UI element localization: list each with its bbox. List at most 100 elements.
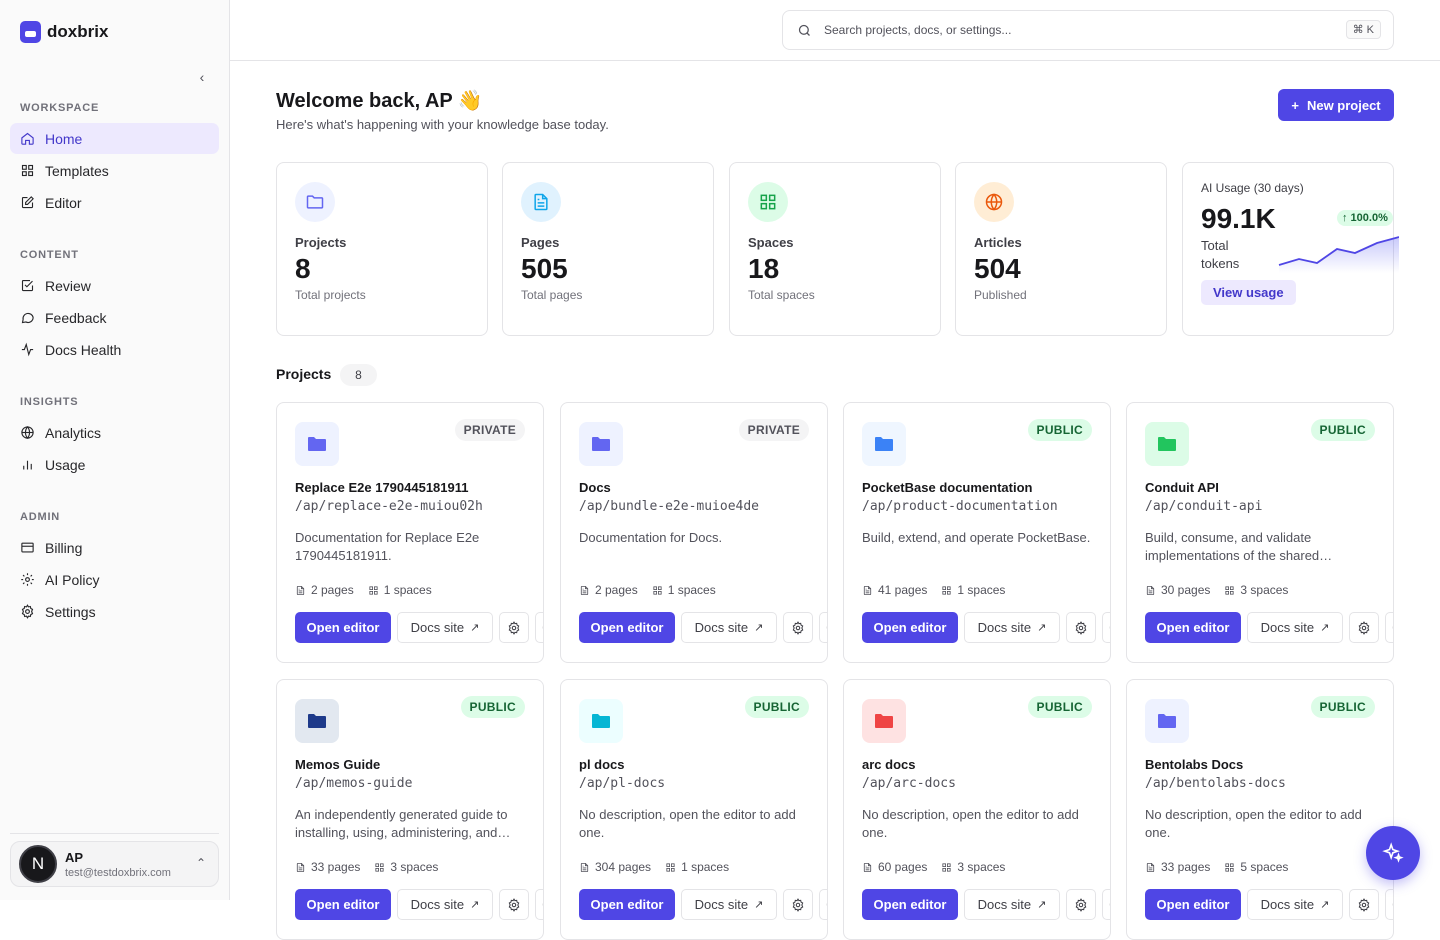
user-menu[interactable]: N AP test@testdoxbrix.com ⌃ [10,841,219,887]
project-name: Conduit API [1145,480,1219,495]
project-settings-button[interactable] [783,612,813,643]
page-count: 60 pages [878,860,928,874]
project-card[interactable]: PUBLIC Conduit API/ap/conduit-api Build, c… [1126,402,1394,663]
project-slug: /ap/product-documentation [862,499,1058,514]
sidebar-item-usage[interactable]: Usage [10,449,219,480]
logo-icon [20,21,41,43]
open-editor-button[interactable]: Open editor [579,889,675,920]
docs-site-button[interactable]: Docs site ↗ [397,889,493,920]
project-card[interactable]: PUBLIC Bentolabs Docs/ap/bentolabs-docs No… [1126,679,1394,940]
project-card[interactable]: PUBLIC arc docs/ap/arc-docs No description… [843,679,1111,940]
sidebar-item-home[interactable]: Home [10,123,219,154]
search-input[interactable] [824,23,1324,37]
activity-icon [20,342,35,357]
stat-value: 504 [974,253,1021,284]
project-card[interactable]: PUBLIC pl docs/ap/pl-docs No description, … [560,679,828,940]
grid-icon [653,585,662,595]
open-editor-button[interactable]: Open editor [862,612,958,643]
collapse-sidebar-icon[interactable]: ‹ [199,69,205,85]
new-project-button[interactable]: + New project [1278,89,1394,121]
project-settings-button[interactable] [1349,612,1379,643]
project-settings-button[interactable] [783,889,813,920]
project-card[interactable]: PUBLIC Memos Guide/ap/memos-guide An indep… [276,679,544,940]
sparkles-icon [1382,842,1404,863]
visibility-badge: PRIVATE [738,419,809,441]
project-meta: 41 pages 1 spaces [862,583,1005,597]
docs-site-button[interactable]: Docs site ↗ [964,612,1060,643]
sidebar-item-templates[interactable]: Templates [10,155,219,186]
open-editor-button[interactable]: Open editor [295,612,391,643]
visibility-badge: PUBLIC [1310,419,1375,441]
more-options-button[interactable]: ··· [819,612,827,643]
open-editor-button[interactable]: Open editor [862,889,958,920]
space-count: 3 spaces [957,860,1006,874]
project-card[interactable]: PUBLIC PocketBase documentation/ap/produc… [843,402,1111,663]
project-settings-button[interactable] [499,612,529,643]
project-name: Bentolabs Docs [1145,757,1244,772]
page-count: 304 pages [595,860,652,874]
open-editor-button[interactable]: Open editor [1145,889,1241,920]
sidebar-item-editor[interactable]: Editor [10,187,219,218]
folder-icon [1145,422,1189,466]
visibility-badge: PRIVATE [454,419,525,441]
open-editor-button[interactable]: Open editor [1145,612,1241,643]
more-options-button[interactable]: ··· [1385,612,1393,643]
gear-icon [792,620,804,635]
project-meta: 2 pages 1 spaces [579,583,716,597]
docs-site-button[interactable]: Docs site ↗ [681,889,777,920]
external-link-icon: ↗ [1320,622,1330,634]
project-settings-button[interactable] [1066,612,1096,643]
sidebar-item-ai-policy[interactable]: AI Policy [10,564,219,595]
sidebar-item-review[interactable]: Review [10,270,219,301]
more-options-button[interactable]: ··· [1102,889,1110,920]
search-bar[interactable]: ⌘ K [782,10,1394,50]
more-options-button[interactable]: ··· [1102,612,1110,643]
folder-icon [295,699,339,743]
sidebar-item-docs-health[interactable]: Docs Health [10,334,219,365]
projects-heading: Projects [276,366,332,382]
sidebar-item-settings[interactable]: Settings [10,596,219,627]
stat-sub: Total pages [521,288,583,302]
grid-icon [1225,862,1234,872]
ai-assistant-button[interactable] [1366,826,1420,880]
project-name: Docs [579,480,611,495]
project-settings-button[interactable] [499,889,529,920]
user-email: test@testdoxbrix.com [65,866,171,879]
more-options-button[interactable]: ··· [819,889,827,920]
brand-name: doxbrix [47,22,109,41]
brand-logo[interactable]: doxbrix [20,21,108,43]
usage-sparkline [1278,236,1399,273]
project-card[interactable]: PRIVATE Docs/ap/bundle-e2e-muioe4de Docume… [560,402,828,663]
project-description: No description, open the editor to add o… [579,807,796,840]
more-options-button[interactable]: ··· [1385,889,1393,920]
visibility-badge: PUBLIC [1027,419,1092,441]
docs-site-button[interactable]: Docs site ↗ [681,612,777,643]
project-slug: /ap/pl-docs [579,776,666,791]
project-meta: 60 pages 3 spaces [862,860,1005,874]
sidebar-item-feedback[interactable]: Feedback [10,302,219,333]
project-meta: 33 pages 5 spaces [1145,860,1288,874]
ai-usage-label: AI Usage (30 days) [1201,181,1304,195]
sidebar-item-label: Usage [45,456,86,473]
project-card[interactable]: PRIVATE Replace E2e 1790445181911/ap/repl… [276,402,544,663]
space-count: 3 spaces [390,860,439,874]
project-settings-button[interactable] [1066,889,1096,920]
open-editor-button[interactable]: Open editor [579,612,675,643]
page-count: 41 pages [878,583,928,597]
docs-site-button[interactable]: Docs site ↗ [1247,889,1343,920]
docs-site-button[interactable]: Docs site ↗ [397,612,493,643]
file-icon [1146,862,1155,872]
more-options-button[interactable]: ··· [535,889,543,920]
open-editor-button[interactable]: Open editor [295,889,391,920]
more-options-button[interactable]: ··· [535,612,543,643]
section-label-workspace: WORKSPACE [20,102,100,114]
sidebar-item-analytics[interactable]: Analytics [10,417,219,448]
project-settings-button[interactable] [1349,889,1379,920]
divider [10,833,219,834]
stat-sub: Total projects [295,288,366,302]
ai-usage-trend: ↑ 100.0% [1337,210,1393,226]
sidebar-item-billing[interactable]: Billing [10,532,219,563]
docs-site-button[interactable]: Docs site ↗ [1247,612,1343,643]
docs-site-button[interactable]: Docs site ↗ [964,889,1060,920]
view-usage-button[interactable]: View usage [1201,280,1296,305]
